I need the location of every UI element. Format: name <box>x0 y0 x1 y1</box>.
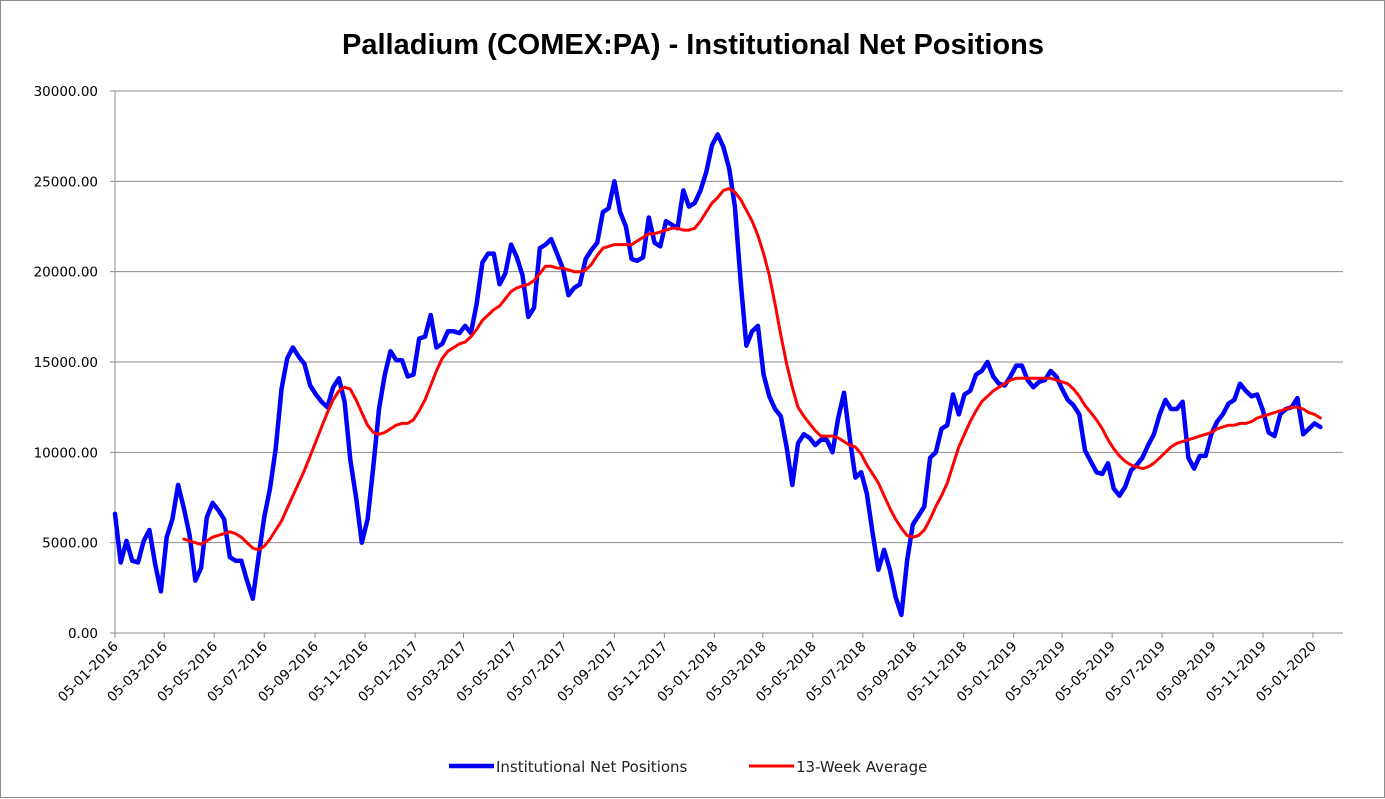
series-line-institutional-net-positions <box>112 132 1323 618</box>
chart-title: Palladium (COMEX:PA) - Institutional Net… <box>342 29 1044 61</box>
series-lines <box>112 132 1323 618</box>
legend-label: 13-Week Average <box>796 758 927 776</box>
y-tick-label: 10000.00 <box>34 445 98 461</box>
y-tick-label: 25000.00 <box>34 174 98 190</box>
legend: Institutional Net Positions 13-Week Avera… <box>449 758 927 776</box>
legend-label: Institutional Net Positions <box>496 758 688 776</box>
y-tick-label: 30000.00 <box>34 84 98 100</box>
axes <box>114 91 1343 634</box>
y-tick-label: 20000.00 <box>34 265 98 281</box>
y-tick-label: 0.00 <box>68 626 98 642</box>
series-line-13-week-average <box>182 187 1322 552</box>
y-tick-label: 5000.00 <box>42 536 98 552</box>
legend-item: Institutional Net Positions <box>449 758 688 776</box>
legend-item: 13-Week Average <box>749 758 927 776</box>
y-gridlines <box>110 90 1343 634</box>
y-tick-label: 15000.00 <box>34 355 98 371</box>
y-axis-tick-labels: 0.00 5000.00 10000.00 15000.00 20000.00 25000… <box>34 84 98 642</box>
x-axis-tick-labels: 05-01-201605-03-201605-05-201605-07-2016… <box>55 633 1320 705</box>
